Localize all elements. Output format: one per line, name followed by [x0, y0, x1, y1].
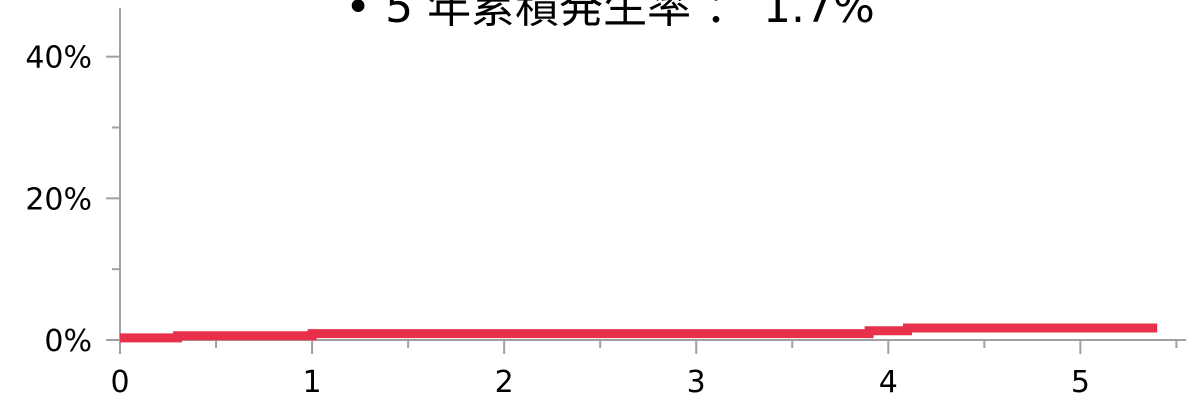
y-tick-label: 20% [25, 182, 92, 217]
x-tick-label: 1 [303, 365, 322, 398]
series-layer [120, 323, 1158, 343]
x-tick-label: 0 [110, 365, 129, 398]
chart-title: • 5 年累積発生率 ： 1.7% [345, 0, 875, 33]
x-tick-label: 2 [495, 365, 514, 398]
incidence-step-line [120, 323, 1158, 343]
x-tick-label: 4 [879, 365, 898, 398]
x-tick-label: 3 [687, 365, 706, 398]
axes: 0% 20% 40% 0 1 2 3 4 5 [25, 8, 1186, 398]
y-tick-label: 0% [44, 324, 92, 359]
y-tick-label: 40% [25, 41, 92, 76]
x-tick-label: 5 [1071, 365, 1090, 398]
